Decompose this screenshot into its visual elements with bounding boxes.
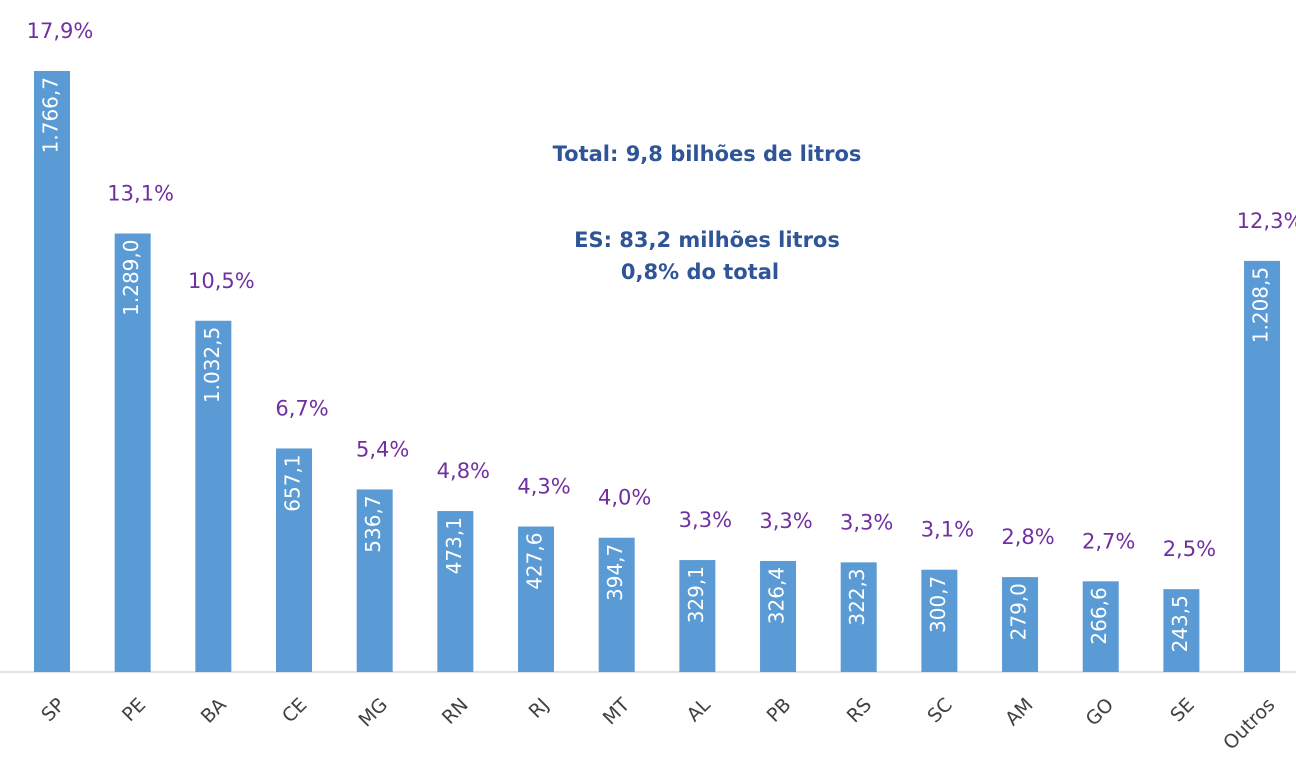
- bar: [276, 448, 313, 672]
- value-label: 536,7: [361, 495, 385, 552]
- x-tick-label: GO: [1082, 694, 1119, 731]
- share-label: 3,3%: [759, 509, 812, 533]
- x-tick-label: RS: [843, 694, 876, 727]
- value-label: 1.289,0: [119, 240, 143, 316]
- share-label: 3,3%: [679, 508, 732, 532]
- x-tick-label: MT: [599, 694, 635, 730]
- value-label: 657,1: [281, 454, 305, 511]
- x-tick-label: PB: [763, 694, 796, 727]
- value-label: 1.766,7: [39, 77, 63, 153]
- bar: [1244, 260, 1281, 672]
- bar: [195, 320, 232, 672]
- value-label: 326,4: [765, 567, 789, 624]
- x-tick-label: RJ: [525, 694, 554, 723]
- share-label: 4,3%: [517, 475, 570, 499]
- share-label: 6,7%: [275, 396, 328, 420]
- bar: [840, 562, 877, 672]
- share-label: 3,1%: [921, 518, 974, 542]
- x-tick-label: AM: [1001, 694, 1037, 730]
- share-label: 5,4%: [356, 437, 409, 461]
- share-label: 2,7%: [1082, 529, 1135, 553]
- share-label: 10,5%: [188, 269, 255, 293]
- bar: [1082, 581, 1119, 672]
- value-label: 1.208,5: [1249, 267, 1273, 343]
- value-label: 329,1: [684, 566, 708, 623]
- bar: [114, 233, 151, 672]
- x-tick-label: MG: [355, 694, 393, 732]
- value-label: 394,7: [603, 544, 627, 601]
- bar: [437, 511, 474, 672]
- x-tick-label: SC: [923, 694, 956, 727]
- bar: [356, 489, 393, 672]
- x-tick-label: PE: [118, 694, 150, 726]
- bar: [34, 71, 70, 672]
- value-label: 322,3: [845, 568, 869, 625]
- share-label: 12,3%: [1237, 209, 1296, 233]
- x-tick-label: RN: [438, 694, 473, 729]
- bar: [921, 569, 958, 672]
- value-label: 300,7: [926, 576, 950, 633]
- x-tick-label: SE: [1166, 694, 1199, 727]
- share-label: 17,9%: [27, 19, 94, 43]
- share-label: 4,0%: [598, 486, 651, 510]
- x-tick-label: Outros: [1219, 694, 1279, 754]
- share-label: 4,8%: [437, 459, 490, 483]
- bar: [598, 537, 635, 672]
- value-label: 473,1: [442, 517, 466, 574]
- share-label: 13,1%: [107, 182, 174, 206]
- annotation: Total: 9,8 bilhões de litros: [553, 142, 862, 166]
- x-tick-label: CE: [278, 694, 311, 727]
- share-label: 3,3%: [840, 510, 893, 534]
- annotation: ES: 83,2 milhões litros: [574, 228, 840, 252]
- bar: [518, 526, 555, 672]
- value-label: 266,6: [1087, 587, 1111, 644]
- value-label: 1.032,5: [200, 327, 224, 403]
- bar: [679, 560, 716, 672]
- share-label: 2,8%: [1001, 525, 1054, 549]
- bar: [1163, 589, 1200, 672]
- bar: [760, 560, 797, 672]
- value-label: 243,5: [1168, 595, 1192, 652]
- value-label: 427,6: [523, 533, 547, 590]
- x-tick-label: SP: [37, 694, 69, 726]
- bar: [1002, 577, 1039, 672]
- x-tick-label: AL: [683, 694, 716, 727]
- value-label: 279,0: [1007, 583, 1031, 640]
- x-tick-label: BA: [197, 694, 231, 728]
- share-label: 2,5%: [1163, 537, 1216, 561]
- annotation: 0,8% do total: [621, 260, 779, 284]
